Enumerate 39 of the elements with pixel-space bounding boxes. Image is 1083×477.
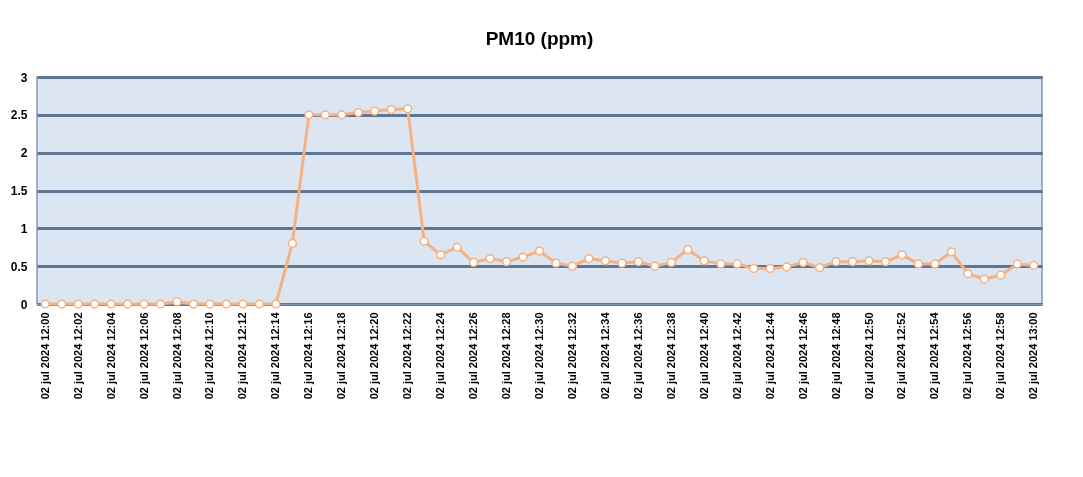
x-tick-label: 02 jul 2024 12:52 [895,312,908,400]
x-tick-label: 02 jul 2024 12:28 [500,312,513,400]
x-tick-label: 02 jul 2024 12:22 [401,312,414,400]
x-tick-label: 02 jul 2024 13:00 [1027,312,1040,400]
x-tick-label: 02 jul 2024 12:24 [434,311,447,400]
x-tick-label: 02 jul 2024 12:34 [598,311,611,400]
x-tick-label: 02 jul 2024 12:04 [104,311,117,400]
y-tick-label: 0 [20,297,28,312]
x-tick-label: 02 jul 2024 12:50 [862,312,875,400]
x-tick-label: 02 jul 2024 12:08 [170,312,183,400]
x-tick-label: 02 jul 2024 12:38 [664,312,677,400]
x-tick-label: 02 jul 2024 12:10 [203,312,216,400]
x-tick-label: 02 jul 2024 12:32 [565,312,578,400]
x-tick-label: 02 jul 2024 12:00 [38,312,51,400]
x-tick-label: 02 jul 2024 12:54 [928,311,941,400]
x-tick-label: 02 jul 2024 12:46 [796,312,809,400]
x-tick-label: 02 jul 2024 12:14 [269,311,282,400]
y-tick-label: 1.5 [10,184,28,198]
x-tick-label: 02 jul 2024 12:42 [730,312,743,400]
y-tick-label: 0.5 [10,259,28,274]
x-tick-label: 02 jul 2024 12:44 [763,311,776,400]
y-tick-label: 1 [20,221,28,236]
x-tick-label: 02 jul 2024 12:48 [829,312,842,400]
x-tick-label: 02 jul 2024 12:36 [631,312,644,400]
chart-title: PM10 (ppm) [485,28,594,49]
y-tick-label: 3 [20,70,28,85]
x-tick-label: 02 jul 2024 12:30 [533,312,545,400]
x-tick-label: 02 jul 2024 12:06 [137,312,150,400]
x-tick-label: 02 jul 2024 12:40 [697,312,710,400]
x-tick-label: 02 jul 2024 12:18 [335,312,348,400]
x-tick-label: 02 jul 2024 12:20 [368,312,381,400]
y-tick-label: 2 [20,146,28,161]
x-tick-label: 02 jul 2024 12:56 [961,312,974,400]
x-tick-label: 02 jul 2024 12:12 [236,312,249,400]
x-tick-label: 02 jul 2024 12:26 [467,312,480,400]
x-tick-label: 02 jul 2024 12:02 [71,312,84,400]
y-tick-label: 2.5 [10,108,28,123]
x-tick-label: 02 jul 2024 12:16 [302,312,315,400]
x-tick-label: 02 jul 2024 12:58 [994,312,1007,400]
